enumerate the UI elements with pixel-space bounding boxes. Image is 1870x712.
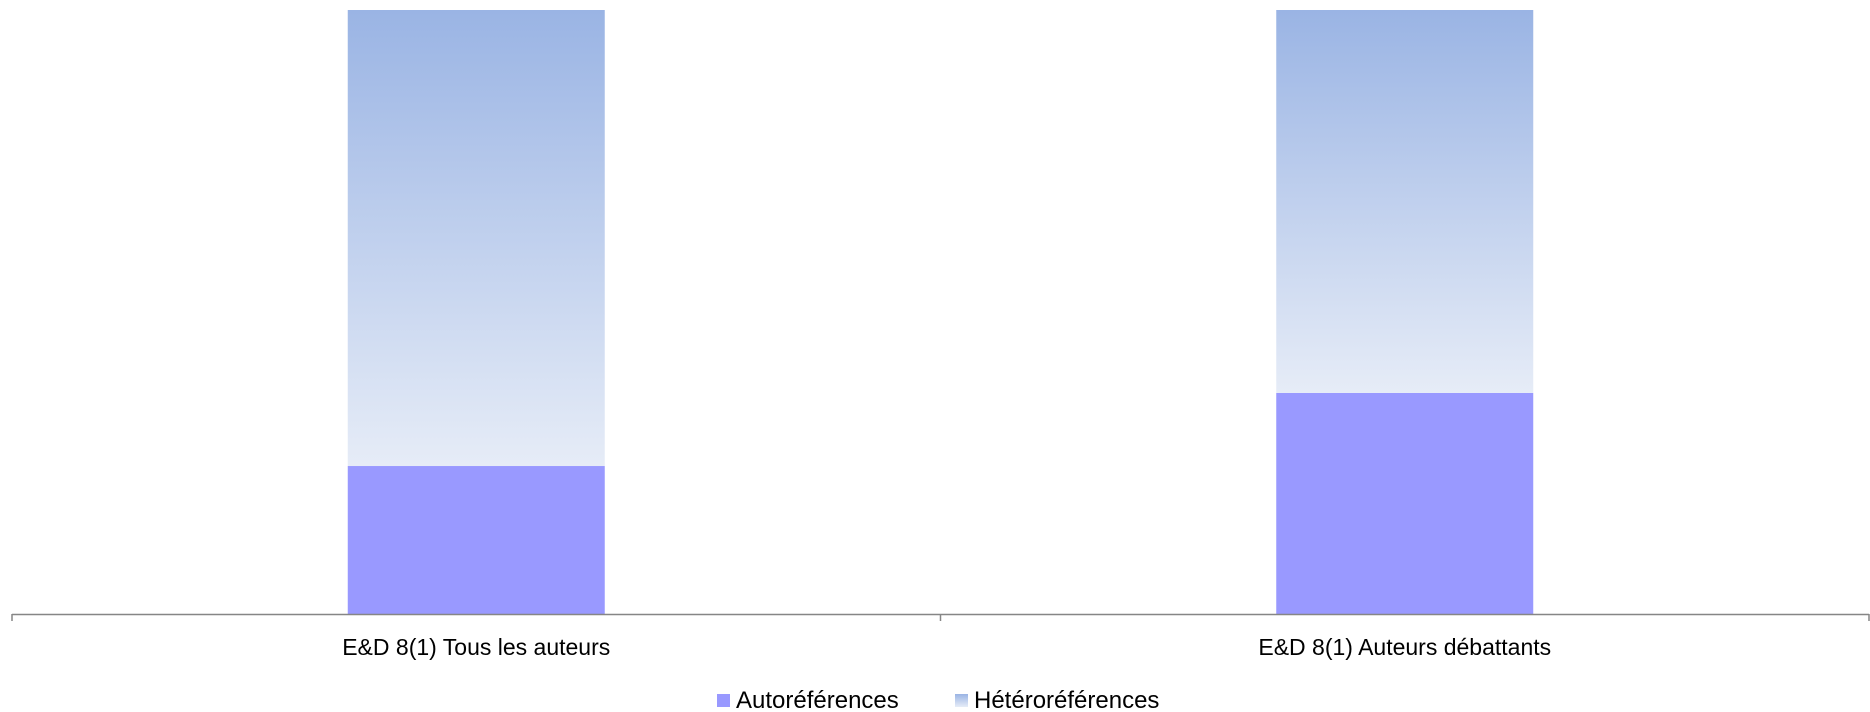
bars-group <box>347 10 1534 614</box>
bar-segment-heteroreferences-1 <box>347 10 605 467</box>
bar-segment-heteroreferences-2 <box>1276 10 1534 393</box>
legend: Autoréférences Hétéroréférences <box>717 687 1159 712</box>
category-label: E&D 8(1) Tous les auteurs <box>342 634 610 660</box>
bar-segment-autoreferences-2 <box>1276 392 1534 614</box>
legend-swatch-heteroreferences <box>955 694 968 707</box>
x-axis <box>11 613 1870 621</box>
category-labels: E&D 8(1) Tous les auteurs E&D 8(1) Auteur… <box>342 634 1551 660</box>
legend-swatch-autoreferences <box>717 694 730 707</box>
legend-label-heteroreferences: Hétéroréférences <box>974 687 1159 712</box>
legend-label-autoreferences: Autoréférences <box>736 687 899 712</box>
bar-segment-autoreferences-1 <box>347 466 605 614</box>
category-label: E&D 8(1) Auteurs débattants <box>1258 634 1551 660</box>
